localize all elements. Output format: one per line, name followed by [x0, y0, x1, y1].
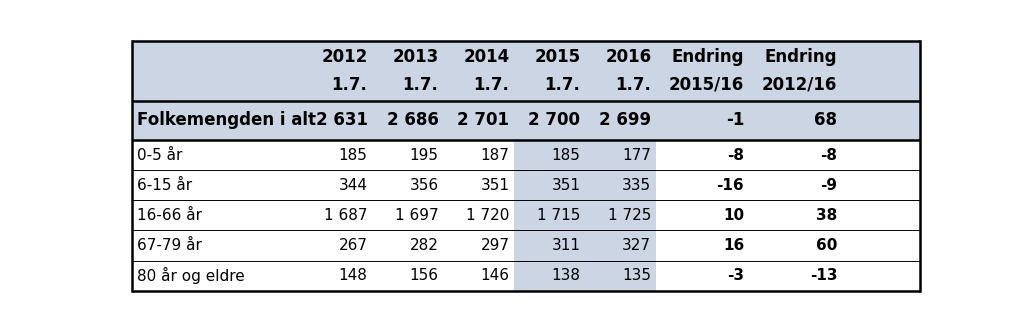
- Text: 2015/16: 2015/16: [669, 76, 744, 93]
- Bar: [132, 41, 920, 101]
- Bar: [585, 200, 656, 230]
- Text: 267: 267: [339, 238, 368, 253]
- Bar: [514, 260, 585, 291]
- Text: 6-15 år: 6-15 år: [137, 178, 191, 193]
- Text: -3: -3: [727, 268, 744, 283]
- Text: 148: 148: [339, 268, 368, 283]
- Text: 185: 185: [339, 148, 368, 163]
- Bar: [585, 260, 656, 291]
- Text: 311: 311: [551, 238, 581, 253]
- Text: 1 725: 1 725: [608, 208, 651, 223]
- Text: 356: 356: [410, 178, 438, 193]
- Text: 1.7.: 1.7.: [332, 76, 368, 93]
- Text: 2 700: 2 700: [528, 112, 581, 130]
- Text: 68: 68: [814, 112, 838, 130]
- Text: -16: -16: [717, 178, 744, 193]
- Text: 1 687: 1 687: [324, 208, 368, 223]
- Text: 185: 185: [552, 148, 581, 163]
- Text: 177: 177: [623, 148, 651, 163]
- Text: 2015: 2015: [535, 48, 581, 66]
- Text: 16: 16: [723, 238, 744, 253]
- Text: -8: -8: [820, 148, 838, 163]
- Text: 2013: 2013: [392, 48, 438, 66]
- Text: 282: 282: [410, 238, 438, 253]
- Text: 2 686: 2 686: [387, 112, 438, 130]
- Text: 1 697: 1 697: [395, 208, 438, 223]
- Text: 38: 38: [816, 208, 838, 223]
- Bar: [514, 200, 585, 230]
- Text: 1 715: 1 715: [537, 208, 581, 223]
- Text: 2012: 2012: [322, 48, 368, 66]
- Text: Folkemengden i alt: Folkemengden i alt: [137, 112, 315, 130]
- Text: 1.7.: 1.7.: [402, 76, 438, 93]
- Text: 60: 60: [816, 238, 838, 253]
- Text: 2014: 2014: [463, 48, 509, 66]
- Text: -13: -13: [810, 268, 838, 283]
- Text: 138: 138: [551, 268, 581, 283]
- Text: -9: -9: [820, 178, 838, 193]
- Text: 351: 351: [480, 178, 509, 193]
- Text: 2016: 2016: [605, 48, 651, 66]
- Text: 344: 344: [339, 178, 368, 193]
- Text: 135: 135: [623, 268, 651, 283]
- Text: 297: 297: [480, 238, 509, 253]
- Text: 2 701: 2 701: [458, 112, 509, 130]
- Text: -1: -1: [726, 112, 744, 130]
- Text: 16-66 år: 16-66 år: [137, 208, 202, 223]
- Text: 1.7.: 1.7.: [473, 76, 509, 93]
- Text: Endring: Endring: [672, 48, 744, 66]
- Text: 327: 327: [623, 238, 651, 253]
- Text: 146: 146: [480, 268, 509, 283]
- Text: 80 år og eldre: 80 år og eldre: [137, 267, 245, 284]
- Text: 2 631: 2 631: [315, 112, 368, 130]
- Text: 10: 10: [723, 208, 744, 223]
- Text: 1.7.: 1.7.: [545, 76, 581, 93]
- Text: 335: 335: [623, 178, 651, 193]
- Text: 2012/16: 2012/16: [762, 76, 838, 93]
- Text: 187: 187: [480, 148, 509, 163]
- Bar: [514, 230, 585, 260]
- Text: 0-5 år: 0-5 år: [137, 148, 182, 163]
- Text: 195: 195: [410, 148, 438, 163]
- Bar: [585, 230, 656, 260]
- Bar: [514, 170, 585, 200]
- Bar: [514, 140, 585, 170]
- Bar: [585, 170, 656, 200]
- Text: 1.7.: 1.7.: [615, 76, 651, 93]
- Text: 67-79 år: 67-79 år: [137, 238, 202, 253]
- Bar: [132, 101, 920, 140]
- Text: -8: -8: [727, 148, 744, 163]
- Text: 351: 351: [551, 178, 581, 193]
- Bar: [585, 140, 656, 170]
- Text: 156: 156: [410, 268, 438, 283]
- Text: Endring: Endring: [765, 48, 838, 66]
- Text: 1 720: 1 720: [466, 208, 509, 223]
- Text: 2 699: 2 699: [599, 112, 651, 130]
